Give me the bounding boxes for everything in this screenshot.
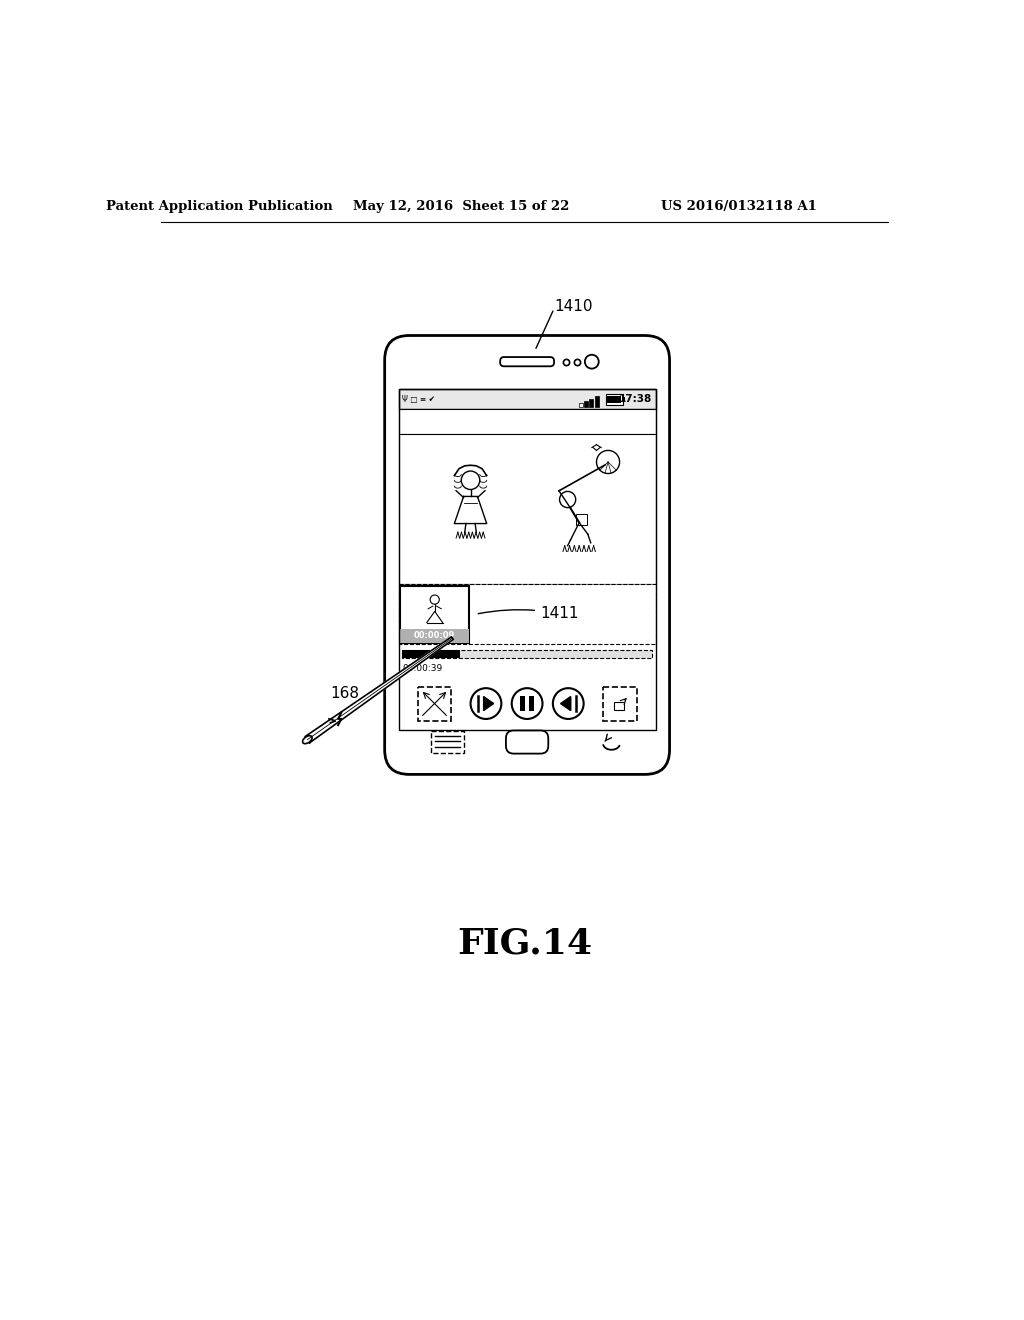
Bar bbox=[606, 396, 621, 404]
Bar bbox=[529, 696, 535, 711]
FancyBboxPatch shape bbox=[500, 358, 554, 367]
Bar bbox=[402, 651, 460, 659]
Bar bbox=[577, 513, 587, 525]
Circle shape bbox=[512, 688, 543, 719]
FancyBboxPatch shape bbox=[385, 335, 670, 775]
Text: 1410: 1410 bbox=[554, 298, 593, 314]
Bar bbox=[398, 389, 655, 730]
Bar bbox=[398, 434, 655, 585]
Polygon shape bbox=[305, 636, 454, 743]
Text: Patent Application Publication: Patent Application Publication bbox=[105, 199, 333, 213]
Bar bbox=[402, 651, 652, 659]
FancyBboxPatch shape bbox=[506, 730, 548, 754]
Circle shape bbox=[559, 491, 575, 508]
Bar bbox=[431, 731, 464, 752]
Bar bbox=[584, 401, 588, 407]
Bar bbox=[398, 409, 655, 434]
Polygon shape bbox=[483, 697, 494, 710]
Ellipse shape bbox=[303, 735, 312, 743]
Bar bbox=[398, 677, 655, 730]
Bar bbox=[623, 397, 625, 401]
Bar bbox=[398, 389, 655, 409]
Text: US 2016/0132118 A1: US 2016/0132118 A1 bbox=[660, 199, 817, 213]
Bar bbox=[400, 586, 469, 643]
Polygon shape bbox=[566, 697, 570, 710]
Bar bbox=[418, 686, 452, 721]
Bar bbox=[520, 696, 525, 711]
Circle shape bbox=[430, 595, 439, 605]
Bar bbox=[590, 399, 593, 407]
Text: 00:00:09: 00:00:09 bbox=[414, 631, 456, 640]
Text: 168: 168 bbox=[331, 686, 359, 701]
Circle shape bbox=[553, 688, 584, 719]
Circle shape bbox=[471, 688, 502, 719]
Bar bbox=[605, 395, 623, 405]
Bar bbox=[603, 686, 637, 721]
Bar bbox=[613, 702, 625, 710]
Text: 00:00:39: 00:00:39 bbox=[402, 664, 442, 673]
Bar bbox=[595, 396, 599, 407]
Text: 17:38: 17:38 bbox=[618, 395, 652, 404]
Bar bbox=[579, 404, 583, 407]
Bar bbox=[400, 628, 469, 643]
Polygon shape bbox=[560, 697, 570, 710]
Text: 1411: 1411 bbox=[478, 606, 579, 622]
Circle shape bbox=[585, 355, 599, 368]
Text: Ψ □ ≡ ✔: Ψ □ ≡ ✔ bbox=[401, 395, 434, 404]
Text: FIG.14: FIG.14 bbox=[458, 927, 592, 961]
Polygon shape bbox=[483, 697, 487, 710]
Text: May 12, 2016  Sheet 15 of 22: May 12, 2016 Sheet 15 of 22 bbox=[353, 199, 569, 213]
Circle shape bbox=[461, 471, 480, 490]
Bar bbox=[398, 585, 655, 644]
